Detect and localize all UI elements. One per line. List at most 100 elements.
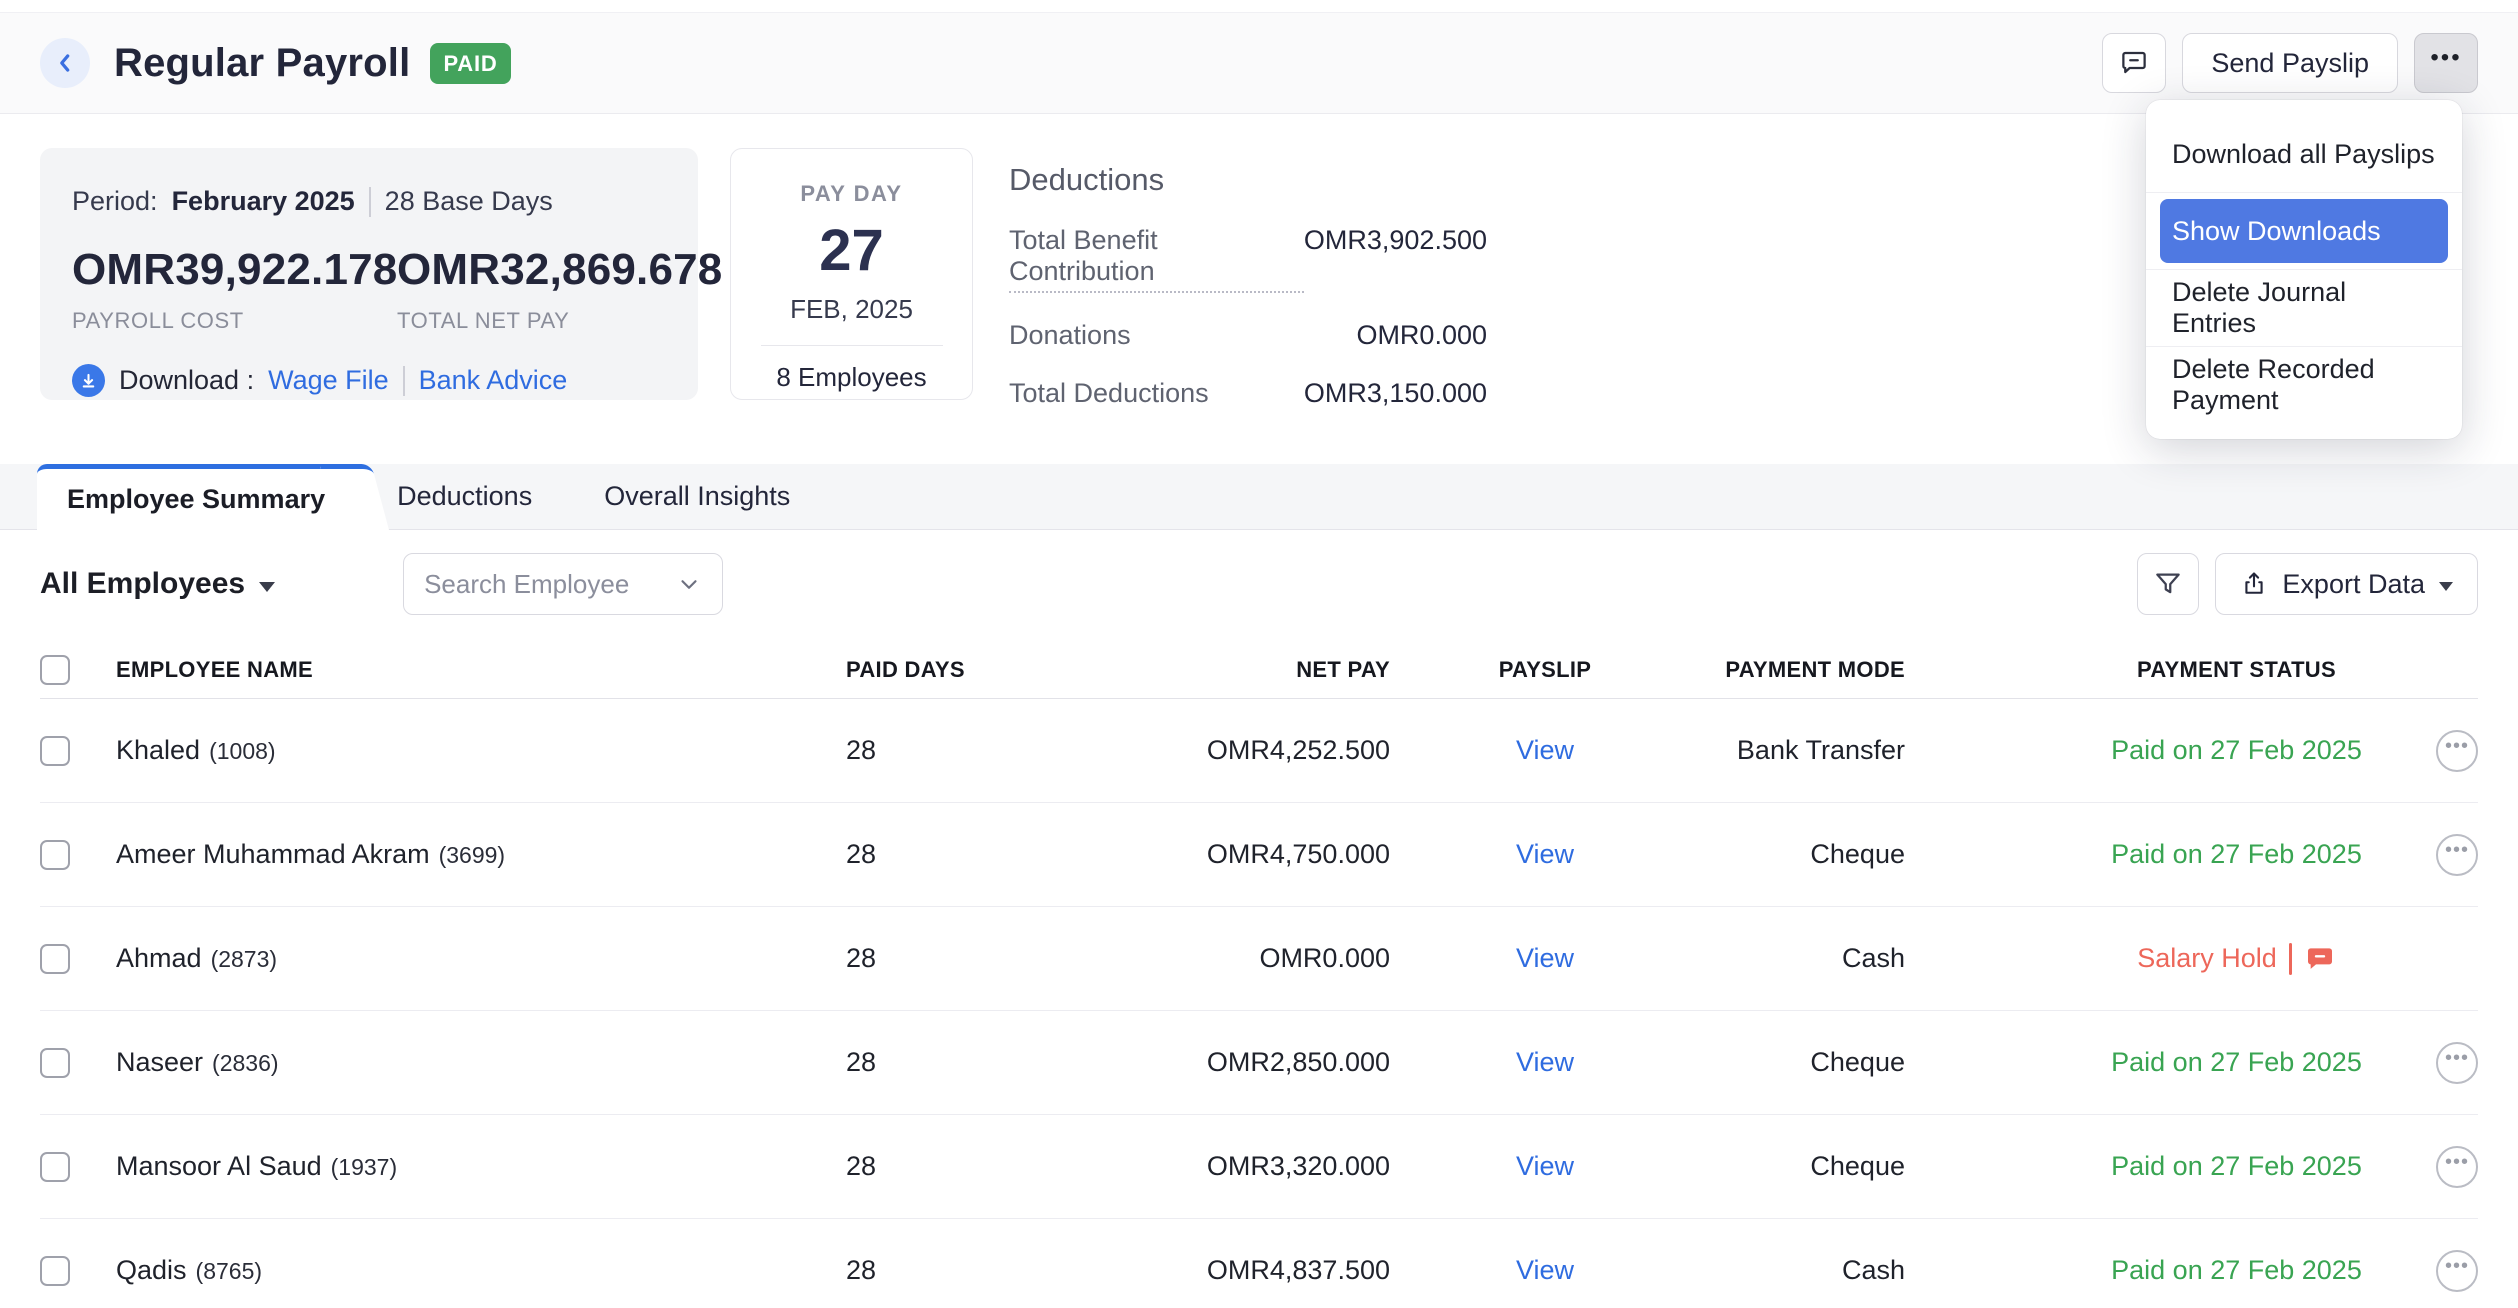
chevron-down-icon[interactable] <box>676 571 702 597</box>
period-value: February 2025 <box>171 186 355 216</box>
bank-advice-link[interactable]: Bank Advice <box>418 365 568 395</box>
select-all-checkbox[interactable] <box>40 654 70 685</box>
menu-item-delete-recorded-payment[interactable]: Delete Recorded Payment <box>2146 347 2462 423</box>
view-payslip-link[interactable]: View <box>1515 735 1575 765</box>
payment-status: Paid on 27 Feb 2025 <box>2111 735 2362 766</box>
ellipsis-icon: ••• <box>2444 1151 2469 1173</box>
net-pay-value: OMR4,252.500 <box>1206 735 1390 765</box>
download-label: Download : <box>119 365 255 395</box>
filter-button[interactable] <box>2137 553 2200 615</box>
donations-label: Donations <box>1009 320 1131 350</box>
divider <box>402 365 405 396</box>
period-label: Period: <box>72 186 158 216</box>
payment-status-text: Paid on 27 Feb 2025 <box>2111 1255 2362 1285</box>
payroll-summary-card: Period: February 2025 28 Base Days OMR39… <box>40 148 722 400</box>
employee-name: Qadis <box>116 1255 187 1285</box>
deductions-title: Deductions <box>1009 162 1165 197</box>
ellipsis-icon: ••• <box>2444 735 2469 757</box>
view-payslip-link[interactable]: View <box>1515 943 1575 973</box>
back-button[interactable] <box>40 38 90 88</box>
payment-mode-value: Cheque <box>1810 1047 1905 1077</box>
menu-separator <box>2146 346 2462 347</box>
row-checkbox[interactable] <box>40 839 70 870</box>
total-net-pay-value: OMR32,869.678 <box>397 245 723 294</box>
employee-name: Ameer Muhammad Akram <box>116 839 430 869</box>
row-checkbox[interactable] <box>40 943 70 974</box>
employee-filter-dropdown[interactable]: All Employees <box>40 567 276 601</box>
table-row: Mansoor Al Saud (1937) 28 OMR3,320.000 V… <box>40 1115 2478 1219</box>
paid-days-value: 28 <box>846 1151 877 1181</box>
menu-item-delete-journal-entries[interactable]: Delete Journal Entries <box>2146 270 2462 346</box>
row-checkbox[interactable] <box>40 735 70 766</box>
row-actions-button[interactable]: ••• <box>2436 833 2478 876</box>
row-checkbox[interactable] <box>40 1047 70 1078</box>
payment-status: Paid on 27 Feb 2025 <box>2111 1047 2362 1078</box>
top-strip <box>0 0 2518 12</box>
export-data-button[interactable]: Export Data <box>2215 553 2478 615</box>
summary-row: Period: February 2025 28 Base Days OMR39… <box>40 148 2478 409</box>
column-net-pay: NET PAY <box>1296 656 1390 682</box>
view-payslip-link[interactable]: View <box>1515 839 1575 869</box>
ellipsis-icon: ••• <box>2444 839 2469 861</box>
employee-search[interactable] <box>403 553 724 615</box>
tab-deductions[interactable]: Deductions <box>397 481 533 511</box>
divider <box>2288 942 2292 975</box>
wage-file-link[interactable]: Wage File <box>268 365 389 395</box>
net-pay-value: OMR4,837.500 <box>1206 1255 1390 1285</box>
menu-separator <box>2146 269 2462 270</box>
total-deductions-label: Total Deductions <box>1009 378 1209 408</box>
column-employee-name: EMPLOYEE NAME <box>116 656 314 682</box>
header-actions: Send Payslip ••• <box>2102 33 2478 93</box>
tab-overall-insights[interactable]: Overall Insights <box>604 481 791 511</box>
pay-day-date: FEB, 2025 <box>790 294 913 324</box>
divider <box>760 345 943 346</box>
pay-day-card: PAY DAY 27 FEB, 2025 8 Employees <box>730 148 973 400</box>
net-pay-value: OMR0.000 <box>1259 943 1390 973</box>
comment-icon <box>2119 48 2149 78</box>
row-actions-button[interactable]: ••• <box>2436 1145 2478 1188</box>
row-checkbox[interactable] <box>40 1151 70 1182</box>
total-benefit-contribution-value: OMR3,902.500 <box>1303 225 1487 255</box>
employee-name: Khaled <box>116 735 201 765</box>
base-days: 28 Base Days <box>384 186 553 216</box>
table-row: Ahmad (2873) 28 OMR0.000 View Cash Salar… <box>40 907 2478 1011</box>
send-payslip-button[interactable]: Send Payslip <box>2182 33 2398 93</box>
net-pay-value: OMR4,750.000 <box>1206 839 1390 869</box>
payment-mode-value: Cash <box>1841 1255 1905 1285</box>
more-actions-button[interactable]: ••• <box>2414 33 2478 93</box>
download-icon <box>72 364 105 397</box>
view-payslip-link[interactable]: View <box>1515 1047 1575 1077</box>
page-header: Regular Payroll PAID Send Payslip ••• <box>0 12 2518 114</box>
total-benefit-contribution-label[interactable]: Total Benefit Contribution <box>1009 225 1304 293</box>
divider <box>368 186 371 217</box>
menu-item-download-all-payslips[interactable]: Download all Payslips <box>2146 116 2462 192</box>
total-net-pay-label: TOTAL NET PAY <box>397 308 570 333</box>
view-payslip-link[interactable]: View <box>1515 1255 1575 1285</box>
menu-separator <box>2146 192 2462 193</box>
row-actions-button[interactable]: ••• <box>2436 729 2478 772</box>
search-input[interactable] <box>424 568 655 600</box>
row-actions-button[interactable]: ••• <box>2436 1249 2478 1292</box>
deductions-summary: Deductions Total Benefit Contribution OM… <box>1009 148 1487 409</box>
table-row: Ameer Muhammad Akram (3699) 28 OMR4,750.… <box>40 803 2478 907</box>
row-checkbox[interactable] <box>40 1255 70 1286</box>
employee-filter-label: All Employees <box>40 567 246 600</box>
comments-button[interactable] <box>2102 33 2167 93</box>
filter-icon <box>2153 569 2183 599</box>
main-content: Period: February 2025 28 Base Days OMR39… <box>0 114 2518 1308</box>
more-actions-menu: Download all Payslips Show Downloads Del… <box>2146 100 2462 439</box>
comment-filled-icon[interactable] <box>2304 943 2336 975</box>
paid-days-value: 28 <box>846 1047 877 1077</box>
row-actions-button[interactable]: ••• <box>2436 1041 2478 1084</box>
employee-id: (2873) <box>210 946 278 972</box>
column-payment-mode: PAYMENT MODE <box>1725 656 1905 682</box>
payment-mode-value: Cheque <box>1810 839 1905 869</box>
export-label: Export Data <box>2282 568 2425 599</box>
payroll-cost-label: PAYROLL COST <box>72 308 244 333</box>
table-toolbar: All Employees Export Data <box>40 552 2478 616</box>
net-pay-value: OMR3,320.000 <box>1206 1151 1390 1181</box>
tab-employee-summary[interactable]: Employee Summary <box>37 464 362 530</box>
menu-item-show-downloads[interactable]: Show Downloads <box>2160 199 2448 263</box>
view-payslip-link[interactable]: View <box>1515 1151 1575 1181</box>
paid-days-value: 28 <box>846 735 877 765</box>
